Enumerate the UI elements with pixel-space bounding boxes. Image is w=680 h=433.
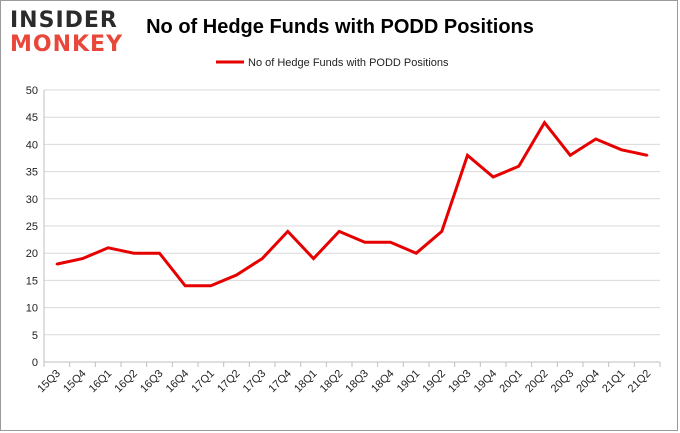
x-tick-label: 16Q4 [164,368,192,396]
x-tick-label: 20Q1 [497,368,525,396]
y-tick-label: 45 [26,112,38,124]
x-tick-label: 19Q1 [395,368,423,396]
x-tick-label: 15Q3 [35,368,63,396]
data-point [543,121,546,124]
data-point [209,284,213,288]
y-tick-label: 50 [26,85,38,97]
x-tick-label: 17Q4 [266,368,294,396]
data-point [363,241,367,244]
data-point [286,230,290,233]
data-point [132,252,136,255]
y-tick-label: 25 [26,221,38,233]
logo-line-2: MONKEY [10,32,124,57]
data-point [517,164,521,168]
data-point [337,230,341,233]
data-point [183,284,187,288]
series-group [55,119,649,288]
data-point [81,257,84,260]
data-point [466,154,469,157]
x-tick-label: 20Q3 [549,368,577,396]
x-tick-label: 21Q1 [600,368,628,396]
legend: No of Hedge Funds with PODD Positions [216,57,449,69]
x-tick-label: 19Q3 [446,368,474,396]
data-point [158,252,161,255]
y-tick-label: 40 [26,139,38,151]
x-tick-label: 16Q2 [112,368,140,396]
y-tick-label: 30 [26,194,38,206]
data-point [414,252,418,255]
data-point [55,262,59,266]
data-point [260,257,264,260]
data-point [235,273,238,277]
data-point [440,230,444,233]
x-tick-label: 18Q3 [343,368,371,396]
axes [43,90,661,367]
insider-monkey-logo: INSIDER MONKEY [10,8,132,58]
series-line [56,119,648,288]
x-tick-label: 21Q2 [626,368,654,396]
x-tick-labels: 15Q315Q416Q116Q216Q316Q417Q117Q217Q317Q4… [35,368,653,396]
y-tick-labels: 0 5 10 15 20 25 30 35 40 45 50 [26,85,38,369]
chart-title: No of Hedge Funds with PODD Positions [146,16,534,38]
data-point [620,148,623,152]
x-tick-label: 16Q3 [138,368,166,396]
legend-label: No of Hedge Funds with PODD Positions [248,57,449,69]
x-tick-label: 18Q4 [369,368,397,396]
x-tick-label: 17Q3 [241,368,269,396]
y-tick-label: 0 [32,357,38,369]
data-point [491,175,495,179]
x-tick-label: 20Q2 [523,368,551,396]
y-tick-label: 15 [26,275,38,287]
x-tick-label: 17Q1 [189,368,217,396]
x-tick-label: 18Q2 [318,368,346,396]
y-tick-label: 20 [26,248,38,260]
y-tick-label: 35 [26,167,38,179]
data-point [312,257,315,260]
data-point [594,137,598,141]
gridlines [44,89,660,363]
logo-line-1: INSIDER [10,8,118,33]
data-point [389,241,392,244]
x-tick-label: 18Q1 [292,368,320,396]
x-tick-label: 15Q4 [61,368,89,396]
x-tick-label: 16Q1 [87,368,115,396]
data-point [106,246,110,249]
x-tick-label: 19Q4 [472,368,500,396]
data-point [568,154,572,157]
data-point [645,154,649,157]
x-tick-label: 17Q2 [215,368,243,396]
x-tick-label: 19Q2 [420,368,448,396]
y-tick-label: 5 [32,330,38,342]
x-tick-label: 20Q4 [574,368,602,396]
y-tick-label: 10 [26,303,38,315]
